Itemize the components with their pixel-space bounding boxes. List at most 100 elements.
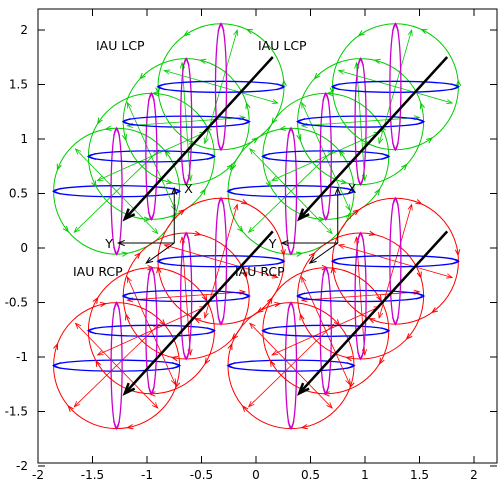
field-vector bbox=[325, 330, 351, 386]
horizontal-component bbox=[226, 359, 356, 372]
vertical-component bbox=[214, 22, 228, 152]
field-vector bbox=[73, 365, 117, 408]
field-vector bbox=[301, 101, 327, 157]
field-vector bbox=[96, 330, 152, 356]
propagation-arrow bbox=[122, 230, 274, 396]
group-label-right: IAU RCP bbox=[235, 264, 285, 279]
horizontal-component bbox=[121, 115, 251, 128]
vertical-component bbox=[145, 91, 158, 222]
field-vector bbox=[220, 29, 239, 87]
field-vector bbox=[301, 275, 327, 331]
vertical-component bbox=[110, 300, 123, 431]
horizontal-component bbox=[51, 359, 182, 372]
field-vector bbox=[337, 69, 396, 88]
y-axis-arrow bbox=[116, 239, 175, 247]
x-axis-label: X bbox=[184, 181, 193, 196]
vertical-component bbox=[145, 266, 158, 396]
vertical-component bbox=[110, 126, 123, 256]
field-vector bbox=[247, 365, 292, 408]
y-tick-label: 1 bbox=[20, 132, 28, 146]
wavefront bbox=[226, 125, 356, 257]
x-tick-label: -2 bbox=[32, 468, 44, 482]
x-tick-label: 1 bbox=[361, 468, 369, 482]
vertical-component bbox=[354, 231, 367, 361]
x-tick-label: -0.5 bbox=[190, 468, 213, 482]
vertical-component bbox=[389, 22, 402, 152]
field-vector bbox=[378, 261, 396, 319]
group-label-left: IAU LCP bbox=[258, 38, 307, 53]
x-tick-label: -1 bbox=[141, 468, 153, 482]
x-tick-label: 1.5 bbox=[410, 468, 429, 482]
vertical-component bbox=[214, 196, 228, 326]
propagation-arrow bbox=[296, 56, 449, 222]
field-vector bbox=[290, 190, 333, 235]
field-vector bbox=[395, 86, 454, 105]
wavefront bbox=[86, 90, 217, 222]
field-vector bbox=[163, 69, 222, 88]
group-label-left: IAU LCP bbox=[96, 38, 145, 53]
vertical-component bbox=[319, 266, 332, 396]
horizontal-component bbox=[261, 324, 391, 337]
wavefront bbox=[121, 230, 251, 362]
x-tick-label: 2 bbox=[470, 468, 478, 482]
horizontal-component bbox=[121, 289, 251, 303]
horizontal-component bbox=[156, 80, 286, 93]
y-tick-label: 0.5 bbox=[9, 187, 28, 201]
field-vector bbox=[126, 101, 152, 157]
group-label-right: IAU RCP bbox=[73, 264, 123, 279]
horizontal-component bbox=[261, 150, 391, 163]
y-tick-label: 0 bbox=[20, 241, 28, 255]
field-vector bbox=[249, 148, 292, 192]
wavefront bbox=[156, 196, 286, 326]
x-axis-arrow bbox=[334, 186, 341, 244]
wavefront bbox=[261, 90, 391, 222]
field-vector bbox=[220, 260, 279, 279]
field-vector bbox=[378, 86, 396, 145]
wavefront bbox=[295, 56, 426, 187]
z-axis-arrow bbox=[308, 242, 339, 264]
y-tick-label: -1 bbox=[16, 350, 28, 364]
wavefront bbox=[226, 300, 356, 431]
y-tick-label: 2 bbox=[20, 23, 28, 37]
horizontal-component bbox=[295, 115, 426, 128]
axis-ticks: -2 -1.5 -1 -0.5 0 0.5 1 1.5 2 2 1.5 1 0.5 0 -0.5 -1 -1.5… bbox=[5, 9, 497, 482]
propagation-arrow bbox=[122, 56, 274, 222]
horizontal-component bbox=[295, 289, 426, 303]
field-vector bbox=[151, 330, 176, 386]
y-axis-arrow bbox=[280, 239, 338, 247]
horizontal-component bbox=[330, 255, 461, 268]
field-vector bbox=[220, 203, 239, 262]
x-tick-label: 0 bbox=[252, 468, 260, 482]
horizontal-component bbox=[330, 80, 461, 93]
vertical-component bbox=[354, 56, 367, 187]
field-vector bbox=[270, 156, 326, 181]
field-vector bbox=[203, 86, 222, 145]
polarization-groups bbox=[51, 22, 462, 431]
horizontal-component bbox=[86, 324, 217, 337]
horizontal-component bbox=[156, 255, 286, 268]
field-vector bbox=[395, 29, 413, 87]
field-vector bbox=[74, 322, 117, 366]
field-vector bbox=[163, 243, 222, 262]
field-vector bbox=[96, 156, 152, 181]
field-vector bbox=[337, 243, 396, 262]
field-vector bbox=[249, 322, 292, 366]
polarization-group-left bbox=[226, 22, 462, 257]
horizontal-component bbox=[226, 185, 356, 198]
propagation-arrow bbox=[296, 230, 449, 396]
vertical-component bbox=[319, 91, 332, 222]
wavefront bbox=[51, 300, 182, 431]
x-axis-label: X bbox=[348, 181, 357, 196]
y-axis-label: Y bbox=[104, 236, 113, 251]
field-vector bbox=[151, 156, 176, 212]
vertical-component bbox=[284, 126, 298, 256]
wavefront bbox=[329, 22, 462, 152]
polarization-group-right bbox=[51, 196, 286, 431]
field-vector bbox=[203, 261, 222, 319]
vertical-component bbox=[389, 196, 402, 326]
wavefront bbox=[261, 264, 391, 397]
wavefront bbox=[295, 230, 426, 362]
axes-triad: XY bbox=[268, 181, 357, 264]
field-vector bbox=[395, 260, 454, 279]
wavefront bbox=[330, 196, 461, 326]
